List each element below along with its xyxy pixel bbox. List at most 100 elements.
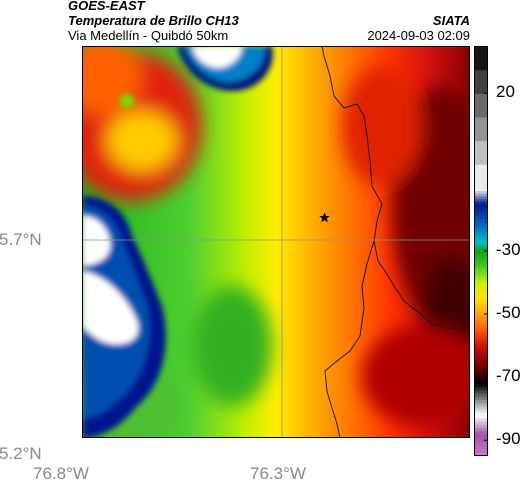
colorbar-band	[474, 404, 488, 408]
colorbar-band	[474, 140, 488, 165]
colorbar-band	[474, 441, 488, 446]
colorbar-band	[474, 306, 488, 310]
colorbar-band	[474, 201, 488, 205]
colorbar-band	[474, 448, 488, 453]
colorbar-band	[474, 46, 488, 71]
colorbar-tick-label: -30	[496, 240, 521, 259]
grid-lines	[82, 46, 470, 438]
colorbar-band	[474, 261, 488, 265]
colorbar-band	[474, 246, 488, 249]
colorbar-band	[474, 228, 488, 232]
colorbar-band	[474, 222, 488, 227]
colorbar-band	[474, 408, 488, 412]
colorbar-band	[474, 93, 488, 118]
colorbar-band	[474, 396, 488, 400]
satellite-label: GOES-EAST	[68, 0, 145, 13]
location-star-marker	[319, 212, 330, 223]
colorbar-band	[474, 340, 488, 344]
colorbar-band	[474, 193, 488, 197]
colorbar-band	[474, 392, 488, 397]
colorbar-band	[474, 412, 488, 416]
colorbar-band	[474, 437, 488, 442]
colorbar-band	[474, 266, 488, 270]
colorbar-band	[474, 332, 488, 336]
colorbar-band	[474, 433, 488, 439]
colorbar-band	[474, 374, 488, 378]
colorbar-band	[474, 430, 488, 435]
colorbar-band	[474, 243, 488, 246]
colorbar-band	[474, 383, 488, 388]
colorbar-band	[474, 241, 488, 244]
colorbar-band	[474, 238, 488, 243]
colorbar-band	[474, 421, 488, 425]
colorbar-band	[474, 264, 488, 268]
colorbar-band	[474, 198, 488, 202]
product-title: Temperatura de Brillo CH13	[68, 13, 239, 28]
colorbar-band	[474, 211, 488, 216]
colorbar-band	[474, 424, 488, 429]
colorbar-band	[474, 285, 488, 289]
colorbar-band	[474, 351, 488, 356]
colorbar-band	[474, 164, 488, 189]
colorbar-band	[474, 274, 488, 278]
plot-frame	[82, 46, 470, 438]
colorbar-band	[474, 389, 488, 394]
brightness-temperature-map	[82, 46, 470, 438]
colorbar-band	[474, 244, 488, 247]
colorbar-band	[474, 410, 488, 414]
colorbar-tick-label: 20	[496, 82, 515, 102]
colorbar-band	[474, 231, 488, 235]
y-tick-5.7N: 5.7°N	[0, 230, 42, 249]
colorbar-band	[474, 348, 488, 353]
colorbar-band	[474, 69, 488, 94]
colorbar-band	[474, 187, 488, 192]
colorbar-band	[474, 287, 488, 291]
colorbar-band	[474, 279, 488, 284]
colorbar-band	[474, 355, 488, 359]
colorbar-band	[474, 321, 488, 326]
colorbar-band	[474, 319, 488, 323]
colorbar-band	[474, 295, 488, 299]
colorbar-band	[474, 258, 488, 263]
colorbar-band	[474, 370, 488, 375]
colorbar-band	[474, 282, 488, 286]
colorbar-band	[474, 418, 488, 422]
colorbar-band	[474, 337, 488, 341]
colorbar-band	[474, 380, 488, 384]
colorbar-band	[474, 290, 488, 294]
colorbar-band	[474, 233, 488, 237]
region-subtitle: Via Medellín - Quibdó 50km	[68, 28, 229, 43]
colorbar-band	[474, 251, 488, 255]
colorbar-band	[474, 207, 488, 212]
colorbar-band	[474, 218, 488, 223]
colorbar-band	[474, 293, 488, 297]
colorbar-band	[474, 345, 488, 350]
timestamp: 2024-09-03 02:09	[367, 28, 470, 43]
colorbar-band	[474, 364, 488, 369]
colorbar-band	[474, 335, 488, 339]
colorbar-band	[474, 314, 488, 318]
colorbar-band	[474, 329, 488, 333]
agency-label: SIATA	[432, 13, 470, 28]
colorbar-band	[474, 116, 488, 142]
colorbar-band	[474, 277, 488, 281]
x-tick-76.8W: 76.8°W	[33, 464, 89, 483]
colorbar-band	[474, 361, 488, 366]
colorbar-band	[474, 406, 488, 410]
colorbar-band	[474, 444, 488, 450]
colorbar-band	[474, 452, 488, 456]
colorbar-band	[474, 427, 488, 432]
colorbar-band	[474, 324, 488, 328]
colorbar-band	[474, 214, 488, 219]
coastline	[321, 46, 470, 438]
colorbar-band	[474, 249, 488, 252]
colorbar-band	[474, 253, 488, 257]
colorbar-band	[474, 311, 488, 315]
colorbar-band	[474, 300, 488, 305]
colorbar-band	[474, 269, 488, 273]
colorbar	[474, 46, 488, 456]
colorbar-band	[474, 327, 488, 331]
colorbar-tick-label: -50	[496, 303, 521, 323]
colorbar-band	[474, 256, 488, 260]
colorbar-band	[474, 272, 488, 276]
